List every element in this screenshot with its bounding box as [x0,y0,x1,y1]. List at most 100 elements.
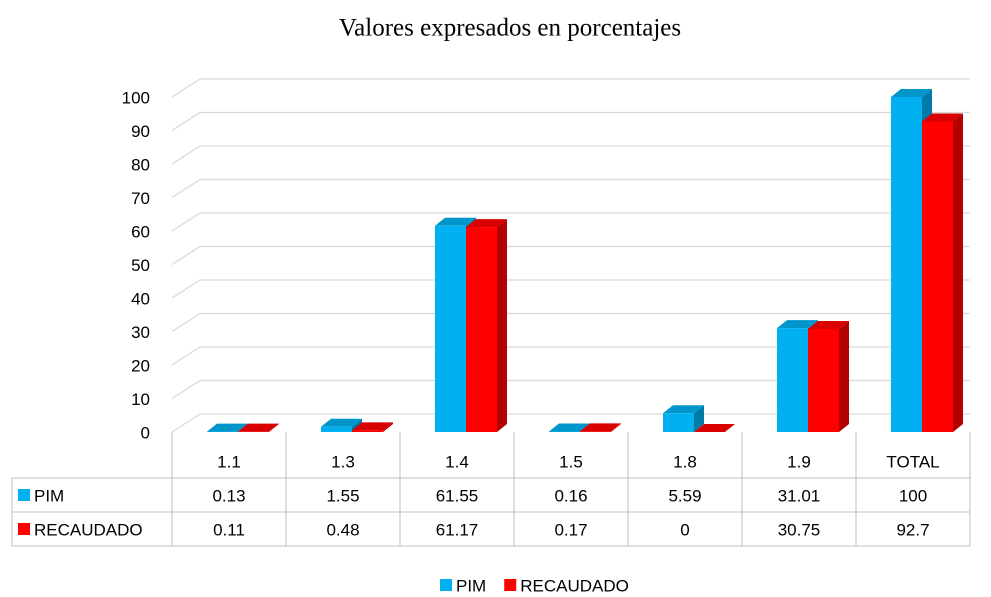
legend-key [504,579,517,591]
bar-front [663,413,694,432]
table-value: 30.75 [778,520,821,539]
bar-top [663,405,704,414]
bar-front [352,430,383,432]
bar-side [269,423,279,432]
legend-key [440,579,452,591]
bar-side [839,320,849,432]
table-value: 100 [899,486,927,505]
bar-top [238,423,279,432]
y-tick-label: 90 [131,122,150,141]
bar [663,405,704,432]
bar-front [891,97,922,432]
bar [466,219,507,432]
grid-slant [171,379,201,400]
legend-label: RECAUDADO [520,576,629,595]
grid-line [171,245,970,266]
bar-top [435,217,476,226]
x-tick-label: 1.8 [673,452,697,471]
legend: PIM RECAUDADO [440,576,629,595]
table-value: 31.01 [778,486,821,505]
bar-front [922,121,953,432]
bar-top [466,219,507,228]
y-tick-label: 20 [131,356,150,375]
y-tick-label: 70 [131,189,150,208]
x-tick-label: 1.9 [787,452,811,471]
bar-top [891,89,932,97]
bar-front [466,227,497,432]
bar [580,423,621,432]
bar-top [352,422,393,431]
table-value: 0.48 [326,520,359,539]
grid-line [171,312,970,333]
table-value: 0.11 [213,520,245,539]
y-tick-label: 80 [131,155,150,174]
bar-top [321,418,362,427]
bar-top [549,423,590,432]
grid-slant [171,346,201,366]
bar-top [207,423,248,432]
table-value: 61.55 [436,486,479,505]
bar-front [435,225,466,432]
x-tick-label: 1.4 [445,452,469,471]
grid-slant [171,145,201,165]
table-value: 5.59 [668,486,701,505]
table-value: 0.16 [554,486,587,505]
x-tick-label: 1.5 [559,452,583,471]
bar [922,113,963,432]
grid-slant [171,245,201,266]
bar-side [611,423,621,432]
legend-label: PIM [456,576,486,595]
grid-line [171,346,970,366]
grid-slant [171,312,201,333]
bar-top [580,423,621,432]
y-tick-label: 50 [131,256,150,275]
grid-line [171,379,970,400]
grid-slant [171,111,201,132]
table-value: 0 [680,520,689,539]
y-tick-label: 10 [131,390,150,409]
y-tick-label: 0 [141,423,150,442]
bar [238,423,279,432]
bar-front [321,426,352,432]
bar-front [549,431,580,432]
y-tick-label: 40 [131,289,150,308]
x-tick-label: TOTAL [886,452,939,471]
bar [352,422,393,432]
table-series-name: PIM [34,486,64,505]
grid-line [171,145,970,165]
grid-line [171,78,970,98]
y-tick-label: 30 [131,323,150,342]
table-key [18,523,30,535]
table-series-name: RECAUDADO [34,520,143,539]
bar-top [777,320,818,329]
x-tick-label: 1.1 [217,452,241,471]
bar-side [383,422,393,432]
table-value: 0.17 [554,520,587,539]
grid-line [171,178,970,199]
bar-side [694,405,704,432]
bar [694,424,735,432]
bar-side [497,219,507,432]
bar-front [777,328,808,432]
bar-top [694,424,735,432]
grid-slant [171,279,201,299]
bar-front [580,431,611,432]
grid-slant [171,78,201,98]
y-tick-label: 60 [131,222,150,241]
grid-line [171,212,970,232]
grid-line [171,111,970,132]
bar [808,320,849,432]
grid-line [171,279,970,299]
bar-front [808,328,839,432]
table-key [18,489,30,501]
bar-top [922,113,963,122]
grid-slant [171,413,201,433]
x-tick-label: 1.3 [331,452,355,471]
grid-slant [171,178,201,199]
chart-title: Valores expresados en porcentajes [339,15,681,42]
y-tick-label: 100 [122,88,150,107]
grid-slant [171,212,201,232]
table-value: 0.13 [212,486,245,505]
bar-top [808,320,849,329]
